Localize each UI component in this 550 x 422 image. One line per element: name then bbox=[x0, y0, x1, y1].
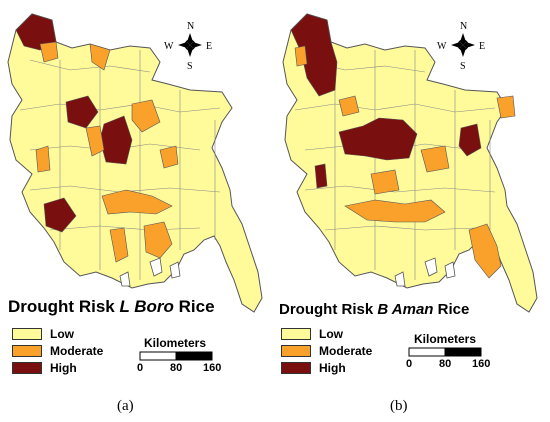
legend-row-high-b: High bbox=[281, 361, 346, 375]
high-region-b-3 bbox=[458, 123, 482, 157]
high-region-b-4 bbox=[314, 163, 328, 189]
map-panel-a: N S E W Drought Risk L Boro Rice Low Mod… bbox=[7, 13, 263, 414]
risk-regions-a bbox=[15, 13, 179, 263]
moderate-region-b-3 bbox=[496, 95, 516, 119]
legend-swatch-low-a bbox=[12, 328, 42, 340]
legend-swatch-moderate-b bbox=[281, 345, 311, 357]
legend-swatch-low-b bbox=[281, 328, 311, 340]
legend-row-low-b: Low bbox=[281, 327, 343, 341]
scale-tick-160-a: 160 bbox=[203, 362, 222, 374]
district-boundaries-a bbox=[19, 50, 221, 280]
moderate-region-a-2 bbox=[89, 43, 111, 71]
legend-row-moderate-b: Moderate bbox=[281, 344, 372, 358]
legend-label-high-b: High bbox=[319, 361, 346, 375]
compass-n-a: N bbox=[187, 21, 194, 32]
legend-label-moderate-a: Moderate bbox=[50, 344, 104, 358]
legend-label-moderate-b: Moderate bbox=[319, 344, 373, 358]
scale-bar-a bbox=[139, 351, 213, 361]
legend-swatch-high-a bbox=[12, 362, 42, 374]
compass-n-b: N bbox=[460, 21, 467, 32]
map-title-b: Drought Risk B Aman Rice bbox=[279, 301, 469, 318]
legend-row-moderate-a: Moderate bbox=[12, 344, 103, 358]
title-prefix-a: Drought Risk bbox=[8, 297, 120, 316]
title-suffix-b: Rice bbox=[433, 301, 470, 318]
moderate-region-b-1 bbox=[294, 45, 308, 67]
legend-label-low-a: Low bbox=[50, 327, 74, 341]
scale-tick-80-a: 80 bbox=[170, 362, 183, 374]
compass-e-a: E bbox=[206, 41, 212, 52]
moderate-region-b-2 bbox=[338, 95, 360, 117]
scale-tick-0-b: 0 bbox=[406, 358, 413, 370]
moderate-region-b-4 bbox=[420, 145, 450, 173]
district-boundaries-b bbox=[294, 50, 496, 280]
legend-label-low-b: Low bbox=[319, 327, 343, 341]
risk-regions-b bbox=[290, 13, 516, 279]
map-panel-b: N S E W Drought Risk B Aman Rice Low Mod… bbox=[275, 0, 550, 422]
compass-s-b: S bbox=[460, 61, 466, 72]
country-outline-a bbox=[7, 13, 263, 313]
coastal-islands-a bbox=[119, 257, 181, 287]
moderate-region-a-5 bbox=[131, 99, 161, 133]
map-title-a: Drought Risk L Boro Rice bbox=[8, 297, 215, 317]
moderate-region-b-6 bbox=[344, 199, 446, 223]
caption-b: (b) bbox=[390, 398, 408, 414]
scale-tick-0-a: 0 bbox=[137, 362, 144, 374]
compass-e-b: E bbox=[479, 41, 485, 52]
moderate-region-a-3 bbox=[35, 145, 51, 173]
title-suffix-a: Rice bbox=[173, 297, 215, 316]
caption-a: (a) bbox=[117, 398, 134, 414]
country-shape-a bbox=[7, 13, 263, 313]
compass-s-a: S bbox=[187, 61, 193, 72]
compass-b: N S E W bbox=[437, 21, 485, 72]
moderate-region-b-7 bbox=[468, 223, 502, 279]
title-italic-b: B Aman bbox=[377, 301, 434, 318]
scale-tick-160-b: 160 bbox=[472, 358, 491, 370]
compass-a: N S E W bbox=[164, 21, 212, 72]
scale-title-a: Kilometers bbox=[144, 336, 207, 350]
moderate-region-a-1 bbox=[39, 41, 59, 63]
moderate-region-a-7 bbox=[101, 189, 173, 215]
legend-row-low-a: Low bbox=[12, 327, 74, 341]
moderate-region-b-5 bbox=[370, 169, 400, 195]
scale-bar-b bbox=[408, 347, 482, 357]
scale-title-b: Kilometers bbox=[414, 332, 477, 346]
coastal-islands-b bbox=[394, 257, 456, 287]
legend-swatch-high-b bbox=[281, 362, 311, 374]
high-region-a-4 bbox=[43, 197, 77, 233]
map-b-canvas: N S E W bbox=[282, 13, 538, 313]
compass-w-b: W bbox=[437, 41, 447, 52]
high-region-b-1 bbox=[290, 13, 338, 97]
high-region-a-2 bbox=[65, 95, 99, 129]
compass-w-a: W bbox=[164, 41, 174, 52]
map-a-canvas: N S E W bbox=[7, 13, 263, 313]
scale-tick-80-b: 80 bbox=[439, 358, 452, 370]
legend-row-high-a: High bbox=[12, 361, 77, 375]
moderate-region-a-9 bbox=[143, 221, 173, 259]
moderate-region-a-8 bbox=[109, 227, 129, 263]
title-italic-a: L Boro bbox=[119, 297, 174, 316]
high-region-b-2 bbox=[338, 117, 418, 161]
legend-label-high-a: High bbox=[50, 361, 77, 375]
moderate-region-a-4 bbox=[85, 125, 105, 157]
title-prefix-b: Drought Risk bbox=[279, 301, 378, 318]
moderate-region-a-6 bbox=[159, 145, 179, 169]
legend-swatch-moderate-a bbox=[12, 345, 42, 357]
